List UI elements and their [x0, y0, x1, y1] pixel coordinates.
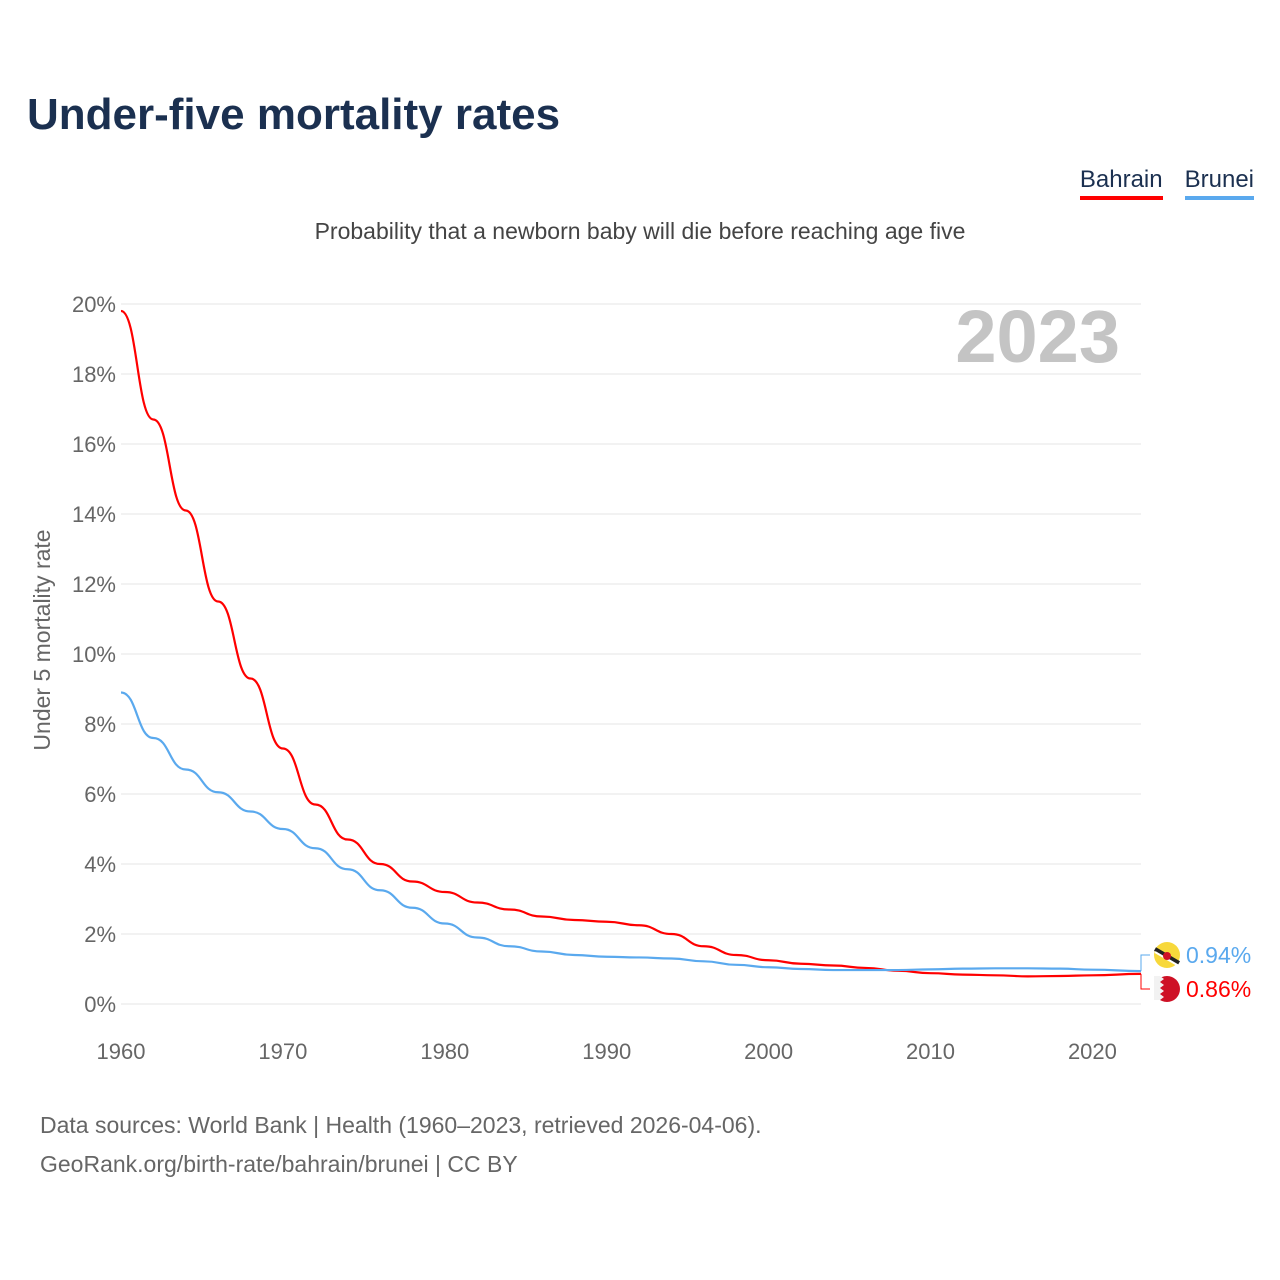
y-tick-label: 10%	[72, 642, 116, 667]
y-tick-label: 18%	[72, 362, 116, 387]
y-tick-label: 2%	[84, 922, 116, 947]
end-connector	[1140, 973, 1150, 990]
end-label-bahrain: 0.86%	[1186, 976, 1251, 1002]
y-tick-label: 0%	[84, 992, 116, 1017]
y-tick-label: 14%	[72, 502, 116, 527]
data-source: Data sources: World Bank | Health (1960–…	[40, 1112, 762, 1138]
y-tick-label: 8%	[84, 712, 116, 737]
x-tick-label: 2010	[906, 1039, 955, 1064]
footer: Data sources: World Bank | Health (1960–…	[40, 1106, 762, 1184]
x-tick-label: 1960	[97, 1039, 146, 1064]
y-tick-label: 6%	[84, 782, 116, 807]
series-line-brunei	[120, 691, 1142, 973]
x-tick-label: 1990	[582, 1039, 631, 1064]
x-tick-label: 1980	[420, 1039, 469, 1064]
brunei-flag-icon	[1153, 942, 1181, 968]
x-tick-label: 1970	[258, 1039, 307, 1064]
legend-bahrain[interactable]: Bahrain	[1079, 166, 1163, 200]
y-tick-label: 16%	[72, 432, 116, 457]
year-watermark: 2023	[955, 295, 1120, 378]
chart-subtitle: Probability that a newborn baby will die…	[314, 218, 966, 244]
end-connector	[1140, 954, 1150, 972]
y-tick-label: 20%	[72, 292, 116, 317]
series-line-bahrain	[120, 309, 1142, 978]
source-link[interactable]: GeoRank.org/birth-rate/bahrain/brunei | …	[40, 1151, 518, 1177]
bahrain-flag-icon	[1154, 976, 1180, 1002]
legend-brunei[interactable]: Brunei	[1184, 166, 1254, 200]
y-tick-label: 12%	[72, 572, 116, 597]
end-label-brunei: 0.94%	[1186, 942, 1251, 968]
x-tick-label: 2020	[1068, 1039, 1117, 1064]
x-tick-label: 2000	[744, 1039, 793, 1064]
y-axis-label: Under 5 mortality rate	[29, 529, 55, 750]
chart-title: Under-five mortality rates	[27, 90, 561, 139]
y-tick-label: 4%	[84, 852, 116, 877]
legend: Bahrain Brunei	[1079, 166, 1254, 200]
